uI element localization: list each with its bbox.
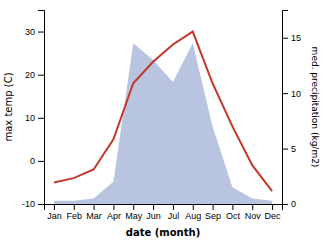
tick-label: Aug [185, 211, 201, 221]
tick-mark [38, 118, 44, 119]
tick-mark [74, 204, 75, 210]
tick-mark [54, 204, 55, 210]
tick: Jul [168, 204, 180, 221]
tick-label: 0 [291, 199, 296, 209]
tick: Oct [226, 204, 241, 221]
tick-label: Nov [245, 211, 262, 221]
tick: 10 [25, 113, 44, 123]
tick-mark [282, 38, 288, 39]
tick-mark [272, 204, 273, 210]
tick-label: Mar [86, 211, 102, 221]
tick: Apr [107, 204, 121, 221]
tick-label: -10 [22, 199, 35, 209]
y-label: max temp (C) [3, 72, 14, 141]
tick-mark [94, 204, 95, 210]
tick-mark [38, 161, 44, 162]
tick-label: May [125, 211, 143, 221]
tick-label: 15 [291, 33, 301, 43]
tick-mark [38, 32, 44, 33]
tick: 0 [30, 156, 44, 166]
tick: 20 [25, 70, 44, 80]
tick-mark [282, 93, 288, 94]
marks [54, 32, 272, 204]
tick: Aug [185, 204, 201, 221]
tick-label: 30 [25, 27, 35, 37]
tick-mark [153, 204, 154, 210]
axis-line [45, 205, 283, 211]
tick: 15 [282, 33, 301, 43]
tick-label: Dec [265, 211, 282, 221]
tick-label: Jun [146, 211, 161, 221]
tick-label: 5 [291, 144, 296, 154]
y2-axis: 0 5 10 15 [282, 11, 301, 210]
tick-mark [213, 204, 214, 210]
tick: 0 [282, 199, 296, 209]
tick-mark [38, 204, 44, 205]
area [54, 43, 272, 204]
x-label: date (month) [126, 227, 200, 238]
tick: Jan [47, 204, 62, 221]
tick: Sep [205, 204, 221, 221]
tick: Nov [245, 204, 262, 221]
chart: Jan Feb Mar Apr MayJun Jul Aug Sep Oct NovDec -10 0… [0, 0, 326, 242]
tick-mark [133, 204, 134, 210]
y2-label: med. precipitation (kg/m2) [310, 47, 320, 168]
tick-label: 20 [25, 70, 35, 80]
tick-label: Apr [107, 211, 121, 221]
tick: Jun [146, 204, 161, 221]
y-axis: -10 0 10 20 30 [22, 11, 45, 210]
tick-mark [252, 204, 253, 210]
line [54, 32, 272, 192]
tick: Feb [66, 204, 82, 221]
tick-label: Sep [205, 211, 221, 221]
tick-label: 10 [25, 113, 35, 123]
tick-label: Oct [226, 211, 241, 221]
axis-line [38, 11, 45, 205]
tick-mark [113, 204, 114, 210]
plot: Jan Feb Mar Apr MayJun Jul Aug Sep Oct NovDec -10 0… [3, 11, 320, 239]
tick-mark [173, 204, 174, 210]
tick-label: Jan [47, 211, 62, 221]
axis-line [283, 11, 289, 205]
tick: 30 [25, 27, 44, 37]
tick-mark [282, 149, 288, 150]
tick: 10 [282, 89, 301, 99]
tick: May [125, 204, 143, 221]
tick-label: Jul [168, 211, 180, 221]
tick-mark [282, 204, 288, 205]
tick: 5 [282, 144, 296, 154]
tick-mark [38, 75, 44, 76]
x-axis: Jan Feb Mar Apr MayJun Jul Aug Sep Oct NovDec [45, 204, 283, 221]
tick-label: 0 [30, 156, 35, 166]
tick-label: 10 [291, 89, 301, 99]
tick: -10 [22, 199, 44, 209]
tick-mark [193, 204, 194, 210]
tick: Dec [265, 204, 282, 221]
tick-label: Feb [66, 211, 82, 221]
tick: Mar [86, 204, 102, 221]
tick-mark [232, 204, 233, 210]
